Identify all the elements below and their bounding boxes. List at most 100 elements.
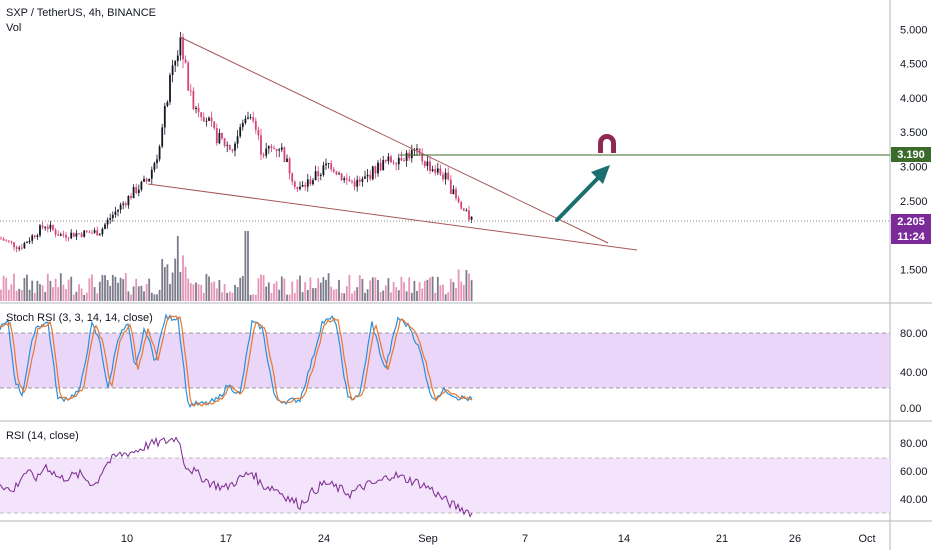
candle-body <box>330 163 333 170</box>
candle-body <box>46 226 49 229</box>
volume-bar <box>202 293 205 301</box>
candle-body <box>104 224 106 229</box>
volume-bar <box>447 292 450 301</box>
candle-body <box>20 247 23 249</box>
volume-bar <box>325 279 327 301</box>
candle-body <box>117 209 119 212</box>
volume-bar <box>338 279 340 301</box>
upper-trendline[interactable] <box>179 36 609 244</box>
vol-label: Vol <box>6 22 21 34</box>
candle-body <box>400 157 403 161</box>
candle-body <box>273 147 275 149</box>
volume-bar <box>153 294 156 301</box>
candle-body <box>423 161 426 167</box>
price-tick: 5.000 <box>900 24 928 36</box>
volume-bar <box>187 278 190 301</box>
volume-bar <box>210 282 213 301</box>
volume-bar <box>7 289 10 301</box>
volume-bar <box>465 270 468 301</box>
candle-body <box>241 122 244 128</box>
volume-bar <box>361 279 364 301</box>
candle-body <box>150 169 153 179</box>
volume-bar <box>59 273 62 301</box>
candle-body <box>140 181 143 190</box>
price-tick: 3.000 <box>900 161 928 173</box>
candle-body <box>312 180 314 185</box>
candle-body <box>98 234 101 236</box>
x-tick-17: 17 <box>220 533 232 545</box>
candle-body <box>338 173 340 175</box>
candle-body <box>166 102 169 106</box>
rsi-title: RSI (14, close) <box>6 430 79 442</box>
volume-bar <box>20 289 23 301</box>
rsi-band <box>0 458 890 513</box>
candle-body <box>452 189 455 195</box>
volume-bar <box>28 289 31 301</box>
volume-bar <box>111 274 114 301</box>
lower-trendline[interactable] <box>147 183 638 251</box>
candle-body <box>101 228 104 235</box>
candle-body <box>301 184 304 187</box>
candle-body <box>364 176 366 179</box>
rsi-line <box>0 436 473 518</box>
candle-body <box>41 225 44 228</box>
candle-body <box>179 37 182 56</box>
candle-body <box>10 241 13 243</box>
candle-body <box>228 144 231 150</box>
candle-body <box>262 154 265 156</box>
candle-body <box>351 181 353 182</box>
volume-bar <box>335 288 338 301</box>
volume-bar <box>309 277 312 301</box>
candle-body <box>18 247 21 249</box>
volume-bar <box>275 281 278 301</box>
volume-bar <box>252 294 255 301</box>
volume-bar <box>299 275 301 301</box>
volume-bar <box>262 275 265 301</box>
candle-body <box>465 210 468 212</box>
candlesticks[interactable] <box>0 31 473 253</box>
volume-bar <box>75 291 78 301</box>
volume-bar <box>228 291 231 301</box>
candle-body <box>111 214 114 219</box>
candle-body <box>145 178 148 182</box>
chart-title: SXP / TetherUS, 4h, BINANCE <box>6 7 156 19</box>
candle-body <box>169 75 171 103</box>
candle-body <box>390 156 392 163</box>
candle-body <box>208 117 210 121</box>
countdown-text: 11:24 <box>897 231 925 243</box>
volume-bar <box>62 284 65 301</box>
volume-bar <box>410 292 413 301</box>
volume-bar <box>439 285 442 301</box>
volume-bar <box>49 280 52 301</box>
candle-body <box>470 216 473 220</box>
volume-bar <box>213 281 216 301</box>
volume-bar <box>468 273 470 301</box>
volume-bar <box>319 282 322 301</box>
volume-bar <box>114 276 117 301</box>
volume-bar <box>340 292 343 301</box>
volume-bar <box>156 294 158 301</box>
candle-body <box>161 127 164 147</box>
stoch-k-line <box>0 313 473 409</box>
candle-body <box>234 143 236 151</box>
volume-bar <box>408 277 411 301</box>
x-tick-oct: Oct <box>858 533 875 545</box>
x-tick-21: 21 <box>716 533 728 545</box>
volume-bar <box>345 286 348 301</box>
stoch-band <box>0 333 890 388</box>
volume-bar <box>265 286 268 301</box>
candle-body <box>187 62 190 91</box>
volume-bar <box>54 278 57 301</box>
volume-bar <box>65 289 67 301</box>
volume-bar <box>429 277 431 301</box>
volume-bar <box>351 293 353 301</box>
candle-body <box>75 233 78 237</box>
volume-bar <box>234 284 236 301</box>
x-tick-26: 26 <box>789 533 801 545</box>
candle-body <box>135 187 138 193</box>
candle-body <box>447 172 450 180</box>
candle-body <box>317 171 320 177</box>
volume-bar <box>52 287 54 301</box>
